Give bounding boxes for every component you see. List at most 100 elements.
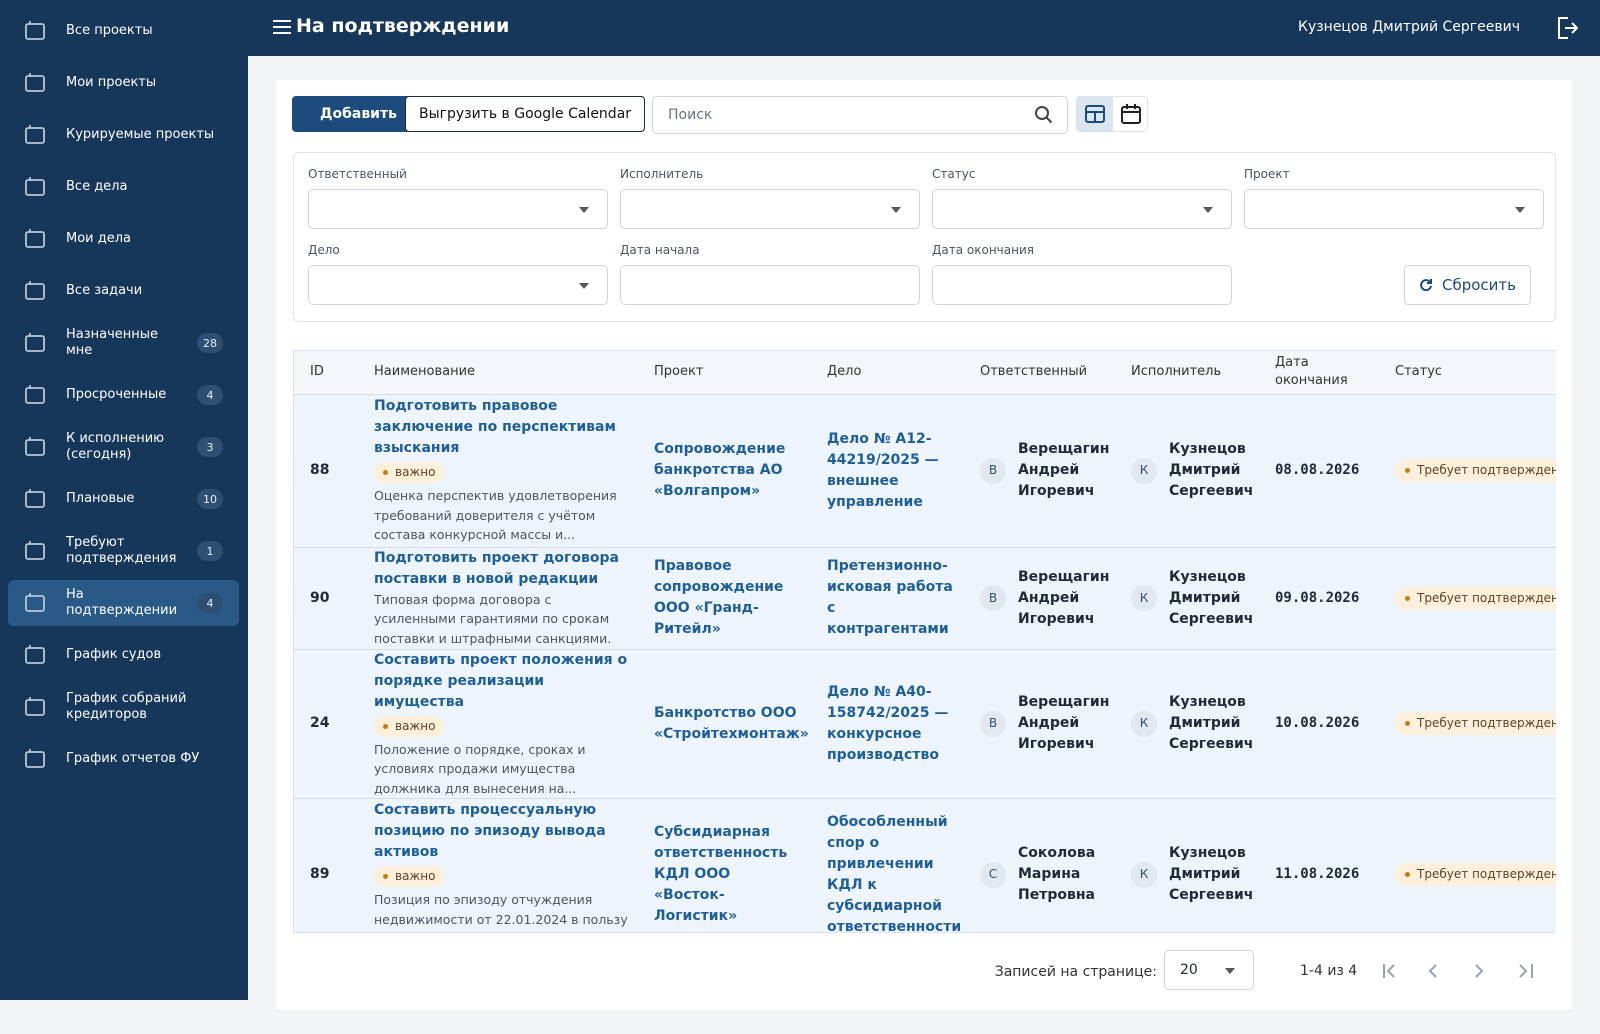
prev-page[interactable] (1428, 964, 1437, 978)
cell-status: Требует подтверждения (1379, 798, 1556, 932)
nav-label: Все задачи (66, 283, 143, 298)
status-chip: Требует подтверждения (1395, 586, 1556, 610)
table-row[interactable]: 88 Подготовить правовое заключение по пер… (294, 394, 1556, 548)
case-link[interactable]: Претензионно-исковая работа с контрагент… (827, 558, 953, 637)
cell-exec: К Кузнецов Дмитрий Сергеевич (1115, 547, 1259, 650)
nav-label: К исполнению (сегодня) (66, 431, 165, 462)
task-tag: важно (374, 462, 445, 484)
cell-date: 08.08.2026 (1259, 394, 1379, 548)
column-header: ID (294, 351, 358, 395)
cell-name: Подготовить проект договора поставки в н… (358, 547, 638, 650)
dropdown-caret (1203, 207, 1213, 213)
project-link[interactable]: Субсидиарная ответственность КДЛ ООО «Во… (654, 824, 788, 924)
page-title: На подтверждении (296, 15, 510, 37)
nav-icon (25, 177, 45, 196)
sidebar: Все проекты Мои проекты Курируемые проекты… (0, 0, 248, 1000)
filter-input[interactable] (932, 265, 1232, 305)
table-row[interactable]: 90 Подготовить проект договора поставки в… (294, 547, 1556, 650)
filter-label: Дата окончания (932, 243, 1034, 257)
project-link[interactable]: Сопровождение банкротства АО «Волгапром» (654, 441, 786, 499)
nav-item[interactable]: Курируемые проекты (8, 112, 239, 158)
first-page[interactable] (1383, 964, 1395, 978)
cell-exec: К Кузнецов Дмитрий Сергеевич (1115, 798, 1259, 932)
logout-button[interactable] (1556, 16, 1578, 40)
cell-project: Правовое сопровождение ООО «Гранд-Ритейл… (638, 547, 811, 650)
nav-item[interactable]: Назначенные мне 28 (8, 320, 239, 366)
nav-item[interactable]: Плановые 10 (8, 476, 239, 522)
cell-date: 09.08.2026 (1259, 547, 1379, 650)
project-link[interactable]: Правовое сопровождение ООО «Гранд-Ритейл… (654, 558, 784, 637)
table-view-button[interactable] (1077, 97, 1113, 131)
nav-item[interactable]: Требуют подтверждения 1 (8, 528, 239, 574)
nav-badge: 10 (197, 489, 223, 509)
calendar-view-button[interactable] (1113, 97, 1149, 131)
task-title[interactable]: Составить процессуальную позицию по эпиз… (374, 802, 606, 861)
filter-input[interactable] (620, 189, 920, 229)
menu-button[interactable] (272, 19, 292, 35)
task-title[interactable]: Подготовить проект договора поставки в н… (374, 549, 619, 587)
reset-button[interactable]: Сбросить (1404, 265, 1531, 305)
person: К Кузнецов Дмитрий Сергеевич (1131, 843, 1254, 906)
person-name: Верещагин Андрей Игоревич (1018, 568, 1110, 627)
column-header: Дата окончания (1259, 351, 1379, 395)
nav-label: На подтверждении (66, 587, 178, 618)
table-row[interactable]: 24 Составить проект положения о порядке р… (294, 649, 1556, 799)
nav-badge: 28 (197, 333, 223, 353)
case-link[interactable]: Дело № А40-158742/2025 — конкурсное прои… (827, 683, 949, 763)
search-input[interactable]: Поиск (652, 96, 1068, 134)
nav-item[interactable]: Просроченные 4 (8, 372, 239, 418)
filter-input[interactable] (620, 265, 920, 305)
task-title[interactable]: Подготовить правовое заключение по персп… (374, 398, 616, 457)
cell-project: Сопровождение банкротства АО «Волгапром» (638, 394, 811, 548)
person: К Кузнецов Дмитрий Сергеевич (1131, 439, 1253, 502)
nav-label: Курируемые проекты (66, 127, 215, 142)
search-placeholder: Поиск (668, 107, 713, 123)
last-page[interactable] (1519, 964, 1533, 978)
column-header: Проект (638, 351, 811, 395)
nav-item[interactable]: Все задачи (8, 268, 239, 314)
nav-icon (25, 229, 45, 248)
filter-input[interactable] (308, 189, 608, 229)
person-name: Верещагин Андрей Игоревич (1018, 441, 1110, 499)
filter-input[interactable] (308, 265, 608, 305)
cell-exec: К Кузнецов Дмитрий Сергеевич (1115, 394, 1259, 548)
task-desc: Позиция по эпизоду отчуждения недвижимос… (374, 892, 628, 932)
dropdown-caret (891, 207, 901, 213)
next-page[interactable] (1475, 964, 1484, 978)
person-name: Кузнецов Дмитрий Сергеевич (1169, 845, 1254, 903)
case-link[interactable]: Обособленный спор о привлечении КДЛ к су… (827, 813, 962, 933)
nav-icon (25, 125, 45, 144)
filter-input[interactable] (1244, 189, 1544, 229)
nav-item[interactable]: Мои дела (8, 216, 239, 262)
nav-label: Все дела (66, 179, 128, 194)
table-row[interactable]: 89 Составить процессуальную позицию по эп… (294, 798, 1556, 933)
nav-label: Требуют подтверждения (66, 535, 177, 566)
case-link[interactable]: Дело № А12-44219/2025 — внешнее управлен… (827, 430, 939, 510)
nav-item[interactable]: Мои проекты (8, 60, 239, 106)
nav-item[interactable]: На подтверждении 4 (8, 580, 239, 626)
project-link[interactable]: Банкротство ООО «Стройтехмонтаж» (654, 704, 809, 742)
column-header: Дело (811, 351, 964, 395)
cell-resp: В Верещагин Андрей Игоревич (964, 547, 1115, 650)
nav-item[interactable]: К исполнению (сегодня) 3 (8, 424, 239, 470)
nav-label: График судов (66, 647, 162, 662)
nav-item[interactable]: График судов (8, 632, 239, 678)
table-header: ID Наименование Проект Дело Ответственный Исп… (294, 351, 1556, 395)
avatar: К (1131, 585, 1157, 611)
task-title[interactable]: Составить проект положения о порядке реа… (374, 651, 628, 710)
nav-item[interactable]: Все дела (8, 164, 239, 210)
export-button[interactable]: Выгрузить в Google Calendar (405, 96, 645, 132)
avatar: В (980, 710, 1006, 737)
add-button[interactable]: Добавить (292, 96, 425, 132)
nav-badge: 4 (197, 385, 223, 405)
person-name: Кузнецов Дмитрий Сергеевич (1169, 568, 1254, 627)
person-name: Кузнецов Дмитрий Сергеевич (1169, 694, 1254, 753)
nav-label: Мои дела (66, 231, 132, 246)
cell-id: 89 (294, 798, 358, 932)
nav-item[interactable]: Все проекты (8, 8, 239, 54)
per-page-select[interactable]: 20 (1164, 950, 1254, 990)
table-container: ID Наименование Проект Дело Ответственный Исп… (293, 350, 1556, 933)
nav-item[interactable]: График отчетов ФУ (8, 736, 239, 782)
filter-input[interactable] (932, 189, 1232, 229)
nav-item[interactable]: График собраний кредиторов (8, 684, 239, 730)
